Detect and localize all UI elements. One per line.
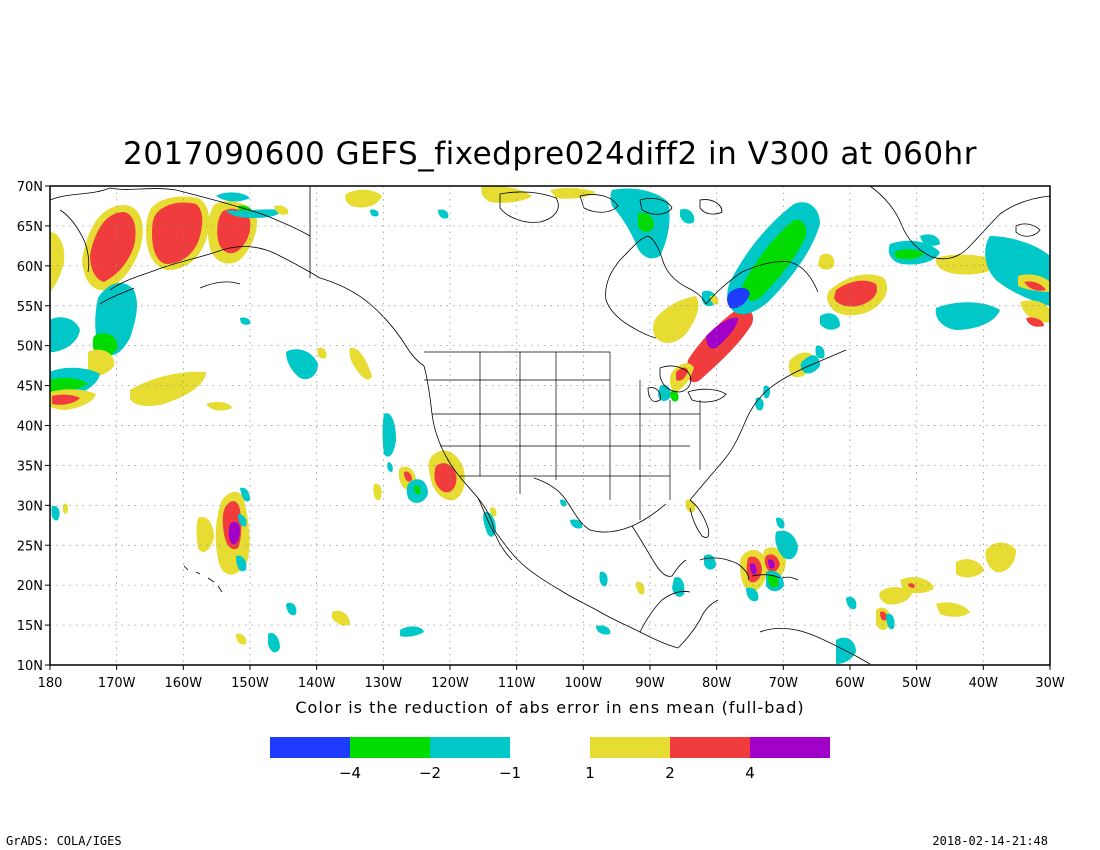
lat-tick-label: 40N [17, 420, 43, 435]
lon-tick-label: 30W [1035, 676, 1065, 691]
lat-tick-label: 25N [17, 539, 43, 554]
lon-tick-label: 140W [298, 676, 336, 691]
lon-tick-label: 150W [231, 676, 269, 691]
legend-label: 2 [665, 764, 675, 782]
legend-swatch [590, 737, 670, 758]
lat-tick-label: 10N [17, 659, 43, 674]
latitude-labels: 70N 65N 60N 55N 50N 45N 40N 35N 30N 25N 20N 15N 10N [17, 180, 50, 674]
timestamp: 2018-02-14-21:48 [932, 834, 1048, 848]
map-title: 2017090600 GEFS_fixedpre024diff2 in V300… [123, 136, 977, 172]
coastlines [49, 185, 1051, 665]
legend-label: −1 [499, 764, 521, 782]
color-legend: −4 −2 −1 1 2 4 [270, 737, 830, 782]
legend-swatch [430, 737, 510, 758]
legend-swatch [270, 737, 350, 758]
lon-tick-label: 160W [164, 676, 202, 691]
lat-tick-label: 60N [17, 260, 43, 275]
legend-swatch [670, 737, 750, 758]
lon-tick-label: 100W [564, 676, 602, 691]
lat-tick-label: 35N [17, 459, 43, 474]
legend-label: −2 [419, 764, 441, 782]
legend-swatch [750, 737, 830, 758]
lon-tick-label: 40W [969, 676, 999, 691]
lat-tick-label: 70N [17, 180, 43, 195]
lat-tick-label: 50N [17, 340, 43, 355]
lon-tick-label: 80W [702, 676, 732, 691]
lat-tick-label: 65N [17, 220, 43, 235]
lon-tick-label: 90W [635, 676, 665, 691]
lat-tick-label: 15N [17, 619, 43, 634]
lon-tick-label: 110W [498, 676, 536, 691]
lon-tick-label: 130W [364, 676, 402, 691]
legend-label: 1 [585, 764, 595, 782]
lon-tick-label: 60W [835, 676, 865, 691]
lat-tick-label: 20N [17, 579, 43, 594]
software-credit: GrADS: COLA/IGES [6, 834, 122, 848]
lon-tick-label: 70W [769, 676, 799, 691]
lon-tick-label: 170W [98, 676, 136, 691]
gridlines [50, 186, 1050, 665]
shaded-field [50, 185, 1050, 664]
lat-tick-label: 45N [17, 380, 43, 395]
longitude-labels: 180 170W 160W 150W 140W 130W 120W 110W 100W 90W 80… [38, 665, 1065, 691]
lon-tick-label: 180 [38, 676, 63, 691]
legend-swatch [350, 737, 430, 758]
lat-tick-label: 55N [17, 300, 43, 315]
lon-tick-label: 120W [431, 676, 469, 691]
x-axis-caption: Color is the reduction of abs error in e… [295, 698, 805, 717]
lon-tick-label: 50W [902, 676, 932, 691]
state-borders [424, 351, 701, 520]
legend-label: 4 [745, 764, 755, 782]
legend-label: −4 [339, 764, 361, 782]
lat-tick-label: 30N [17, 499, 43, 514]
